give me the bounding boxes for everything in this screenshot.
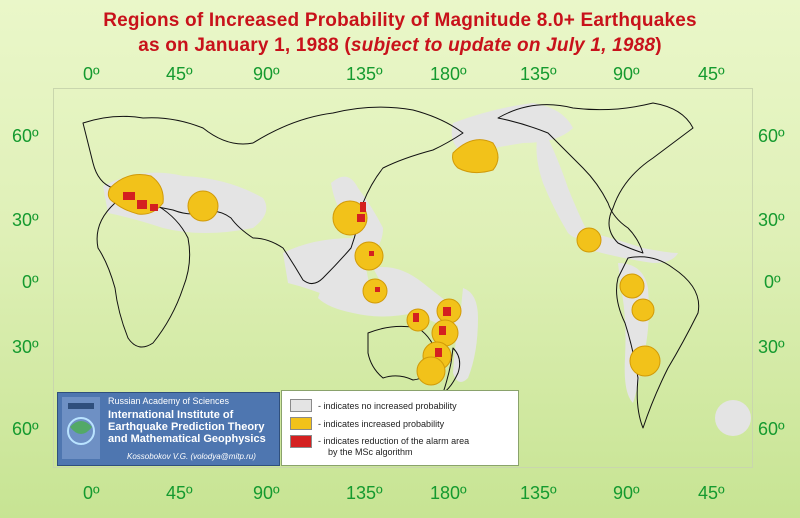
lat-label-left-60n: 60º: [12, 126, 39, 146]
zone-chile: [629, 345, 661, 377]
zone-kermadec-red: [435, 348, 442, 357]
zone-aleutians-alaska: [452, 139, 499, 174]
zone-ecuador: [619, 273, 645, 299]
legend-text-increased: - indicates increased probability: [318, 419, 445, 429]
map-title: Regions of Increased Probability of Magn…: [103, 10, 697, 31]
zone-japan-red-1: [360, 202, 366, 212]
author-credit: Kossobokov V.G. (volodya@mitp.ru): [127, 452, 256, 461]
lon-label-top-45w: 45º: [698, 64, 725, 84]
south-america-outline: [616, 256, 700, 429]
coastlines: [82, 102, 700, 429]
lat-label-left-30n: 30º: [12, 210, 39, 230]
zone-iran: [187, 190, 219, 222]
lat-label-left-0: 0º: [22, 272, 39, 292]
zone-vanuatu-red: [443, 307, 451, 316]
academy-label: Russian Academy of Sciences: [108, 396, 230, 406]
no-increase-zones: [103, 103, 751, 436]
map-frame: [53, 88, 753, 468]
legend-text-no-increase: - indicates no increased probability: [318, 401, 457, 411]
lat-label-right-0: 0º: [764, 272, 781, 292]
zone-mariana-red: [369, 251, 374, 256]
reduced-zones: [123, 192, 451, 357]
zone-italy-red: [123, 192, 135, 200]
map-legend: - indicates no increased probability - i…: [281, 390, 519, 466]
zone-greece-red: [137, 200, 147, 209]
africa-outline: [96, 201, 191, 348]
organization-panel: Russian Academy of Sciences Internationa…: [57, 392, 280, 466]
increased-zones: [107, 139, 661, 386]
lat-label-left-30s: 30º: [12, 337, 39, 357]
zone-peru: [631, 298, 655, 322]
legend-text-reduced-2: by the MSc algorithm: [328, 447, 413, 457]
map-subtitle: as on January 1, 1988 (subject to update…: [138, 35, 662, 56]
lon-label-bottom-90: 90º: [253, 483, 280, 503]
zone-north-america-west: [536, 123, 588, 238]
world-map: [82, 102, 751, 436]
legend-swatch-reduced: [290, 435, 312, 448]
lon-label-bottom-180: 180º: [430, 483, 467, 503]
lon-label-bottom-135w: 135º: [520, 483, 557, 503]
zone-philippines-red: [375, 287, 380, 292]
zone-solomon-red: [413, 313, 419, 322]
zone-mexico: [576, 227, 602, 253]
lon-label-top-45: 45º: [166, 64, 193, 84]
zone-japan: [332, 200, 368, 236]
lat-label-right-30n: 30º: [758, 210, 785, 230]
institute-logo-icon: [62, 397, 100, 459]
lon-label-top-90w: 90º: [613, 64, 640, 84]
lon-label-top-135: 135º: [346, 64, 383, 84]
zone-turkey-red: [150, 204, 158, 211]
lon-label-bottom-0: 0º: [83, 483, 100, 503]
north-america-outline: [497, 102, 694, 254]
legend-swatch-increased: [290, 417, 312, 430]
legend-text-reduced: - indicates reduction of the alarm area: [318, 436, 470, 446]
lat-label-left-60s: 60º: [12, 419, 39, 439]
new-zealand-outline: [442, 347, 461, 394]
lon-label-bottom-90w: 90º: [613, 483, 640, 503]
lon-label-top-0: 0º: [83, 64, 100, 84]
legend-swatch-no-increase: [290, 399, 312, 412]
institute-name: International Institute of Earthquake Pr…: [108, 409, 266, 445]
lat-label-right-60s: 60º: [758, 419, 785, 439]
lat-label-right-30s: 30º: [758, 337, 785, 357]
zone-kermadec-south: [416, 356, 446, 386]
zone-japan-red-2: [357, 214, 365, 222]
zone-fiji-red: [439, 326, 446, 335]
zone-south-sandwich: [715, 400, 751, 436]
lon-label-top-135w: 135º: [520, 64, 557, 84]
lat-label-right-60n: 60º: [758, 126, 785, 146]
lon-label-bottom-45w: 45º: [698, 483, 725, 503]
lon-label-top-180: 180º: [430, 64, 467, 84]
lon-label-bottom-135: 135º: [346, 483, 383, 503]
lon-label-top-90: 90º: [253, 64, 280, 84]
lon-label-bottom-45: 45º: [166, 483, 193, 503]
zone-mediterranean: [107, 174, 164, 215]
